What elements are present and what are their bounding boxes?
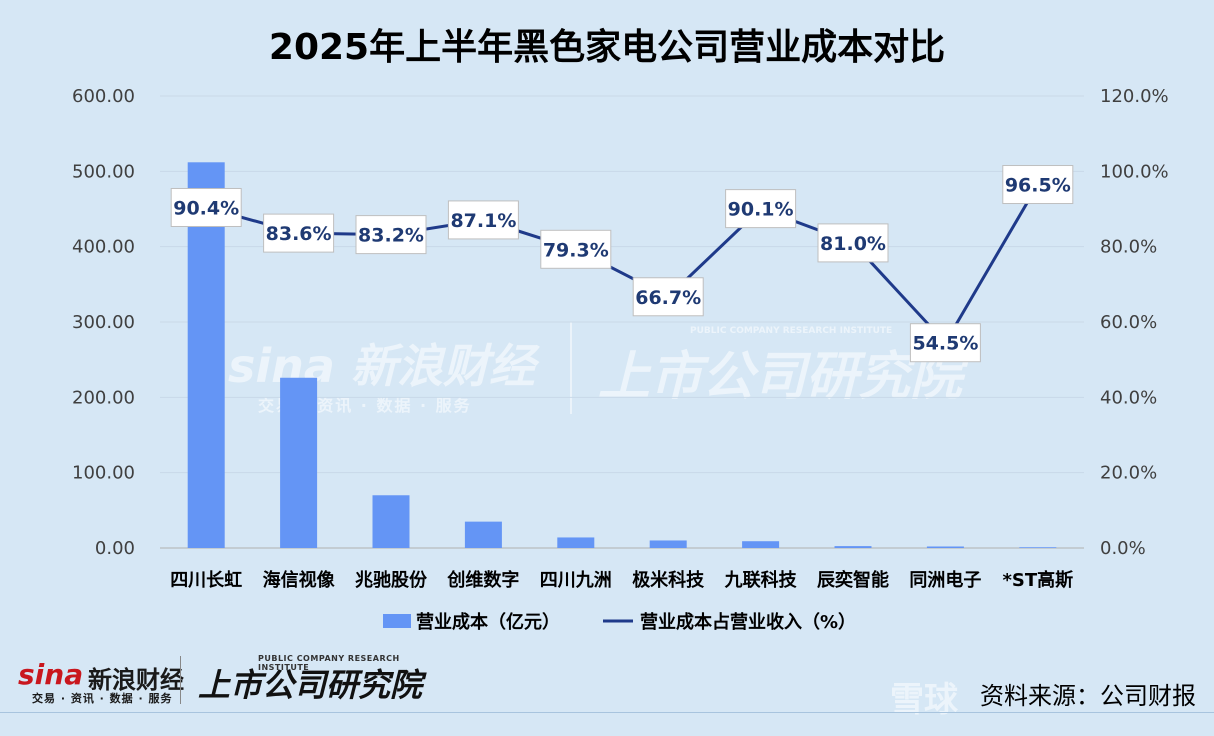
data-label-box [909, 323, 981, 363]
category-label: 兆驰股份 [355, 569, 428, 591]
category-labels: 四川长虹 海信视像 兆驰股份 创维数字 四川九洲 极米科技 九联科技 辰奕智能 同洲电子 *ST高… [170, 569, 1073, 591]
data-label-box [1002, 165, 1074, 205]
watermark-ssi-en: PUBLIC COMPANY RESEARCH INSTITUTE [690, 326, 893, 336]
right-tick-label: 20.0% [1100, 463, 1157, 484]
sina-tagline: 交易 · 资讯 · 数据 · 服务 [32, 692, 173, 705]
ssi-english-name: PUBLIC COMPANY RESEARCH INSTITUTE [258, 654, 400, 672]
right-axis-ticks: 0.0% 20.0% 40.0% 60.0% 80.0% 100.0% 120.0% [1100, 86, 1169, 559]
right-tick-label: 60.0% [1100, 312, 1157, 333]
data-label-box [725, 189, 797, 229]
watermark-divider [570, 322, 572, 414]
category-label: 同洲电子 [909, 569, 981, 591]
data-label: 81.0% [820, 233, 886, 255]
bar [742, 541, 780, 548]
left-tick-label: 200.00 [72, 387, 135, 408]
legend: 营业成本（亿元） 营业成本占营业收入（%） [383, 611, 856, 633]
watermark-sina: sina 新浪财经 [228, 339, 535, 393]
ssi-logo: 上市公司研究院 [198, 666, 423, 704]
bar [1019, 547, 1057, 548]
left-tick-label: 400.00 [72, 237, 135, 258]
left-tick-label: 0.00 [95, 538, 135, 559]
chart-title: 2025年上半年黑色家电公司营业成本对比 [268, 27, 946, 68]
category-label: 极米科技 [632, 569, 705, 591]
category-label: 四川九洲 [540, 570, 612, 591]
data-label-box [540, 229, 612, 269]
bar [649, 540, 687, 548]
left-tick-label: 500.00 [72, 161, 135, 182]
bottom-rule [0, 712, 1214, 713]
data-label-box [447, 200, 519, 240]
category-label: 海信视像 [263, 569, 336, 591]
bar [372, 495, 410, 548]
sina-logo: sina [18, 658, 84, 691]
category-label: 辰奕智能 [817, 569, 889, 591]
data-label-box [263, 213, 335, 253]
xueqiu-watermark: 雪球 [890, 680, 958, 720]
right-tick-label: 40.0% [1100, 387, 1157, 408]
left-tick-label: 300.00 [72, 312, 135, 333]
data-label: 66.7% [635, 287, 701, 309]
series-line [205, 183, 1040, 345]
bar [834, 546, 872, 548]
footer-branding: sina 新浪财经 交易 · 资讯 · 数据 · 服务 上市公司研究院 PUBL… [18, 652, 438, 712]
sina-name: 新浪财经 [88, 666, 184, 694]
data-label: 87.1% [450, 210, 516, 232]
category-label: *ST高斯 [1002, 569, 1073, 591]
right-tick-label: 100.0% [1100, 161, 1169, 182]
data-label-box [817, 223, 889, 263]
category-label: 九联科技 [724, 569, 798, 591]
data-label-box [632, 277, 704, 317]
combo-chart: 90.4% 83.6% 83.2% 87.1% 79.3% 66.7% 90.1% 81.0%… [72, 86, 1169, 633]
data-label: 90.1% [728, 199, 794, 221]
bar [280, 377, 318, 548]
right-tick-label: 0.0% [1100, 538, 1146, 559]
bar-series [187, 162, 1057, 548]
right-tick-label: 120.0% [1100, 86, 1169, 107]
line-series: 90.4% 83.6% 83.2% 87.1% 79.3% 66.7% 90.1% 81.0%… [170, 165, 1074, 363]
left-tick-label: 600.00 [72, 86, 135, 107]
data-label: 83.2% [358, 225, 424, 247]
legend-bar-swatch [383, 614, 411, 628]
legend-bar-label: 营业成本（亿元） [416, 611, 560, 633]
bar [926, 546, 964, 548]
data-label-box [355, 215, 427, 255]
data-label: 90.4% [173, 197, 239, 219]
bar [464, 521, 502, 548]
category-label: 四川长虹 [170, 569, 242, 591]
brand-divider [180, 656, 181, 704]
data-label: 79.3% [543, 239, 609, 261]
category-label: 创维数字 [446, 569, 519, 591]
left-tick-label: 100.00 [72, 463, 135, 484]
data-label: 83.6% [266, 223, 332, 245]
left-axis-ticks: 0.00 100.00 200.00 300.00 400.00 500.00 600.00 [72, 86, 135, 559]
data-label-box [170, 187, 242, 227]
source-note: 资料来源：公司财报 [980, 682, 1196, 710]
data-label: 54.5% [912, 333, 978, 355]
legend-line-label: 营业成本占营业收入（%） [640, 611, 856, 633]
right-tick-label: 80.0% [1100, 237, 1157, 258]
bar [557, 537, 595, 548]
data-label: 96.5% [1005, 175, 1071, 197]
